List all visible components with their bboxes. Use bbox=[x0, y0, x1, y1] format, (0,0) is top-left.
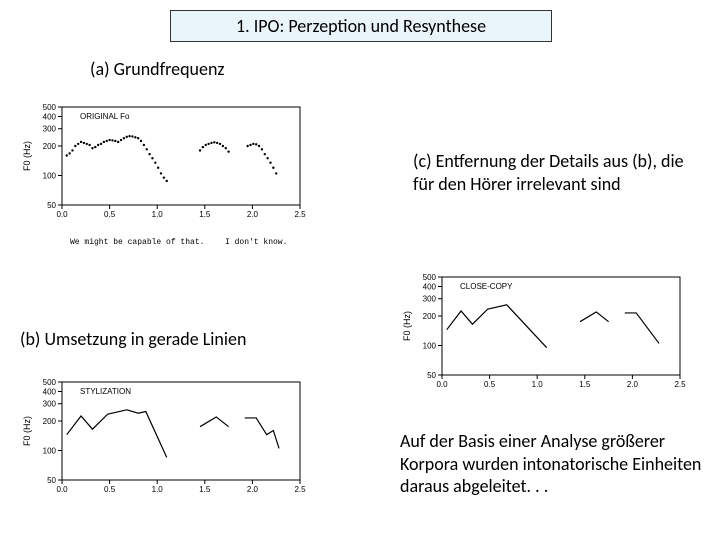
svg-text:400: 400 bbox=[43, 387, 57, 396]
chart-a: 0.0 0.5 1.0 1.5 2.0 2.5 50 100 200 300 400500 F0 (H… bbox=[20, 95, 310, 225]
chart-b: 0.0 0.5 1.0 1.5 2.0 2.5 50 100 200 300 400500 F0 (H… bbox=[20, 370, 310, 500]
svg-text:200: 200 bbox=[43, 142, 57, 151]
svg-text:50: 50 bbox=[47, 476, 56, 485]
svg-text:0.0: 0.0 bbox=[436, 380, 448, 389]
svg-text:2.5: 2.5 bbox=[674, 380, 686, 389]
svg-text:1.0: 1.0 bbox=[152, 485, 164, 494]
svg-text:F0 (Hz): F0 (Hz) bbox=[22, 141, 32, 171]
transcript-1: We might be capable of that. bbox=[70, 238, 204, 247]
svg-text:2.0: 2.0 bbox=[627, 380, 639, 389]
svg-text:2.5: 2.5 bbox=[294, 485, 306, 494]
svg-text:0.0: 0.0 bbox=[56, 210, 68, 219]
svg-text:2.0: 2.0 bbox=[247, 485, 259, 494]
svg-text:500: 500 bbox=[43, 103, 57, 112]
svg-text:F0 (Hz): F0 (Hz) bbox=[402, 311, 412, 341]
label-c: (c) Entfernung der Details aus (b), die … bbox=[413, 150, 703, 195]
svg-text:400: 400 bbox=[423, 282, 437, 291]
svg-text:1.0: 1.0 bbox=[532, 380, 544, 389]
svg-text:50: 50 bbox=[427, 371, 436, 380]
label-a: (a) Grundfrequenz bbox=[90, 58, 225, 80]
svg-text:300: 300 bbox=[43, 400, 57, 409]
svg-text:2.5: 2.5 bbox=[294, 210, 306, 219]
svg-text:0.5: 0.5 bbox=[104, 210, 116, 219]
svg-text:1.5: 1.5 bbox=[199, 210, 211, 219]
chart-c: 0.0 0.5 1.0 1.5 2.0 2.5 50 100 200 300 400500 F0 (H… bbox=[400, 265, 690, 395]
svg-text:1.0: 1.0 bbox=[152, 210, 164, 219]
svg-text:100: 100 bbox=[423, 341, 437, 350]
svg-text:F0 (Hz): F0 (Hz) bbox=[22, 416, 32, 446]
slide-root: 1. IPO: Perzeption und Resynthese (a) Gr… bbox=[0, 0, 720, 540]
label-b: (b) Umsetzung in gerade Linien bbox=[20, 328, 246, 350]
svg-text:CLOSE-COPY: CLOSE-COPY bbox=[460, 282, 513, 291]
svg-text:400: 400 bbox=[43, 112, 57, 121]
transcript-2: I don't know. bbox=[225, 238, 287, 247]
svg-text:100: 100 bbox=[43, 171, 57, 180]
svg-text:0.0: 0.0 bbox=[56, 485, 68, 494]
svg-text:1.5: 1.5 bbox=[199, 485, 211, 494]
svg-text:300: 300 bbox=[43, 125, 57, 134]
svg-text:500: 500 bbox=[43, 378, 57, 387]
svg-text:200: 200 bbox=[43, 417, 57, 426]
title-box: 1. IPO: Perzeption und Resynthese bbox=[170, 10, 552, 42]
title-text: 1. IPO: Perzeption und Resynthese bbox=[236, 15, 486, 37]
svg-text:100: 100 bbox=[43, 446, 57, 455]
svg-text:500: 500 bbox=[423, 273, 437, 282]
bottom-text: Auf der Basis einer Analyse größerer Kor… bbox=[400, 430, 710, 498]
svg-text:300: 300 bbox=[423, 295, 437, 304]
svg-text:ORIGINAL Fo: ORIGINAL Fo bbox=[80, 112, 130, 121]
svg-text:0.5: 0.5 bbox=[104, 485, 116, 494]
svg-text:200: 200 bbox=[423, 312, 437, 321]
svg-text:50: 50 bbox=[47, 201, 56, 210]
svg-text:1.5: 1.5 bbox=[579, 380, 591, 389]
svg-text:2.0: 2.0 bbox=[247, 210, 259, 219]
svg-text:STYLIZATION: STYLIZATION bbox=[80, 387, 131, 396]
svg-text:0.5: 0.5 bbox=[484, 380, 496, 389]
